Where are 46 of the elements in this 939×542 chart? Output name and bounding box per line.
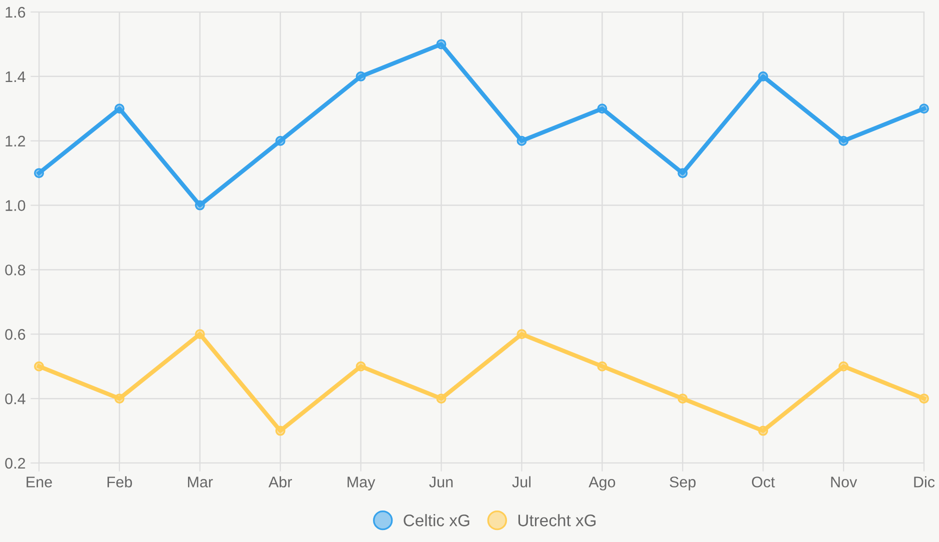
- y-tick-label: 0.4: [5, 393, 26, 404]
- point: [516, 329, 527, 340]
- x-tick-label: Dic: [914, 476, 935, 488]
- y-tick-label: 1.6: [6, 6, 26, 18]
- point: [356, 361, 366, 372]
- x-tick-label: Feb: [108, 476, 132, 488]
- y-tick-label: 1.4: [6, 71, 26, 82]
- x-tick-label: Ene: [26, 476, 52, 488]
- point: [114, 104, 124, 114]
- x-tick-label: Oct: [752, 476, 775, 488]
- point: [678, 394, 688, 404]
- point: [919, 394, 929, 404]
- point: [838, 136, 849, 146]
- y-tick-label: 0.8: [5, 264, 26, 276]
- x-tick-label: Ago: [588, 476, 616, 490]
- point: [356, 71, 366, 82]
- x-tick-label: May: [348, 476, 376, 490]
- point: [34, 168, 44, 178]
- point: [597, 361, 608, 372]
- point: [275, 426, 286, 436]
- point: [678, 168, 688, 178]
- point: [838, 361, 849, 372]
- x-tick-label: Nov: [831, 476, 858, 488]
- point: [597, 104, 608, 114]
- point: [114, 394, 124, 404]
- y-tick-label: 0.2: [5, 458, 26, 469]
- point: [34, 361, 44, 372]
- point: [194, 200, 205, 210]
- y-tick-label: 1.2: [6, 136, 26, 146]
- legend-label: Utrecht xG: [518, 514, 596, 526]
- point: [436, 39, 446, 50]
- point: [919, 104, 929, 114]
- x-tick-label: Jul: [512, 476, 530, 488]
- x-tick-label: Sep: [670, 476, 696, 490]
- x-tick-label: Jun: [429, 476, 453, 488]
- point: [758, 71, 768, 82]
- y-tick-label: 1.0: [6, 200, 26, 211]
- point: [516, 136, 527, 146]
- point: [275, 136, 286, 146]
- point: [758, 426, 768, 436]
- point: [436, 394, 446, 404]
- x-tick-label: Mar: [188, 476, 213, 488]
- point: [194, 329, 205, 340]
- y-tick-label: 0.6: [5, 329, 26, 340]
- x-tick-label: Abr: [268, 476, 292, 488]
- legend-label: Celtic xG: [404, 514, 470, 526]
